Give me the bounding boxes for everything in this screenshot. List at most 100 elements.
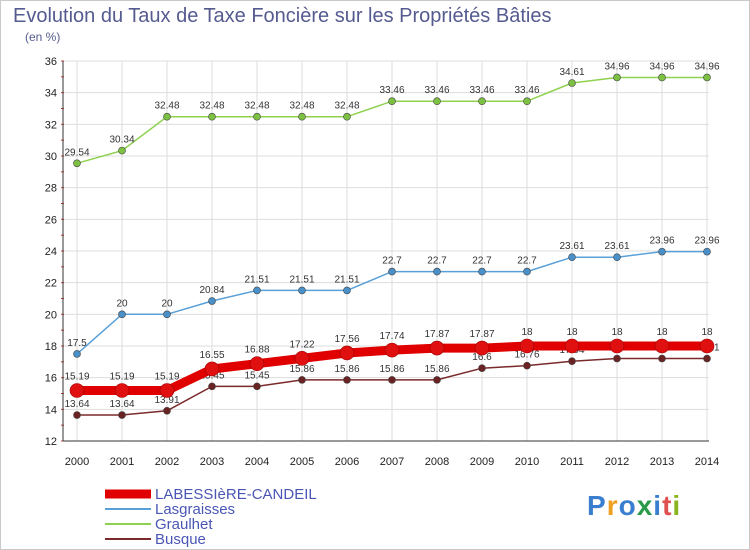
- data-point: [298, 286, 306, 295]
- data-label: 30.34: [109, 135, 134, 146]
- proxiti-logo: Proxiti: [587, 490, 681, 522]
- logo-letter: i: [653, 490, 663, 521]
- data-point: [73, 159, 81, 168]
- data-label: 18: [611, 327, 623, 338]
- data-point: [658, 247, 666, 256]
- data-point: [523, 267, 531, 276]
- data-label: 17.87: [424, 329, 449, 340]
- data-point: [703, 354, 711, 363]
- y-tick-label: 24: [45, 246, 57, 258]
- x-tick-label: 2013: [650, 456, 674, 468]
- legend-label: Graulhet: [155, 516, 213, 533]
- data-label: 22.7: [382, 256, 402, 267]
- y-tick-label: 26: [45, 214, 57, 226]
- data-point: [253, 382, 261, 391]
- x-tick-label: 2012: [605, 456, 629, 468]
- data-point: [208, 382, 216, 391]
- data-label: 17.56: [334, 334, 359, 345]
- x-tick-label: 2006: [335, 456, 359, 468]
- data-point: [388, 97, 396, 106]
- data-point: [298, 376, 306, 384]
- data-point: [159, 383, 175, 398]
- data-point: [163, 310, 171, 319]
- data-point: [339, 345, 355, 361]
- data-point: [294, 351, 310, 366]
- data-label: 32.48: [154, 101, 179, 112]
- logo-letter: t: [662, 490, 673, 521]
- data-label: 18: [701, 327, 713, 338]
- data-label: 21.51: [289, 274, 314, 285]
- y-tick-label: 12: [45, 436, 57, 448]
- data-point: [613, 253, 621, 261]
- x-tick-label: 2003: [200, 456, 224, 468]
- data-label: 15.19: [154, 371, 179, 382]
- data-label: 18: [656, 327, 668, 338]
- y-tick-label: 30: [45, 151, 57, 163]
- data-label: 17.87: [469, 329, 494, 340]
- data-point: [654, 338, 670, 354]
- logo-letter: o: [618, 490, 637, 521]
- data-label: 15.19: [109, 371, 134, 382]
- data-point: [163, 112, 171, 121]
- logo-letter: i: [672, 490, 682, 521]
- data-label: 33.46: [379, 85, 404, 96]
- x-tick-label: 2008: [425, 456, 449, 468]
- data-point: [298, 112, 306, 121]
- data-point: [253, 286, 261, 295]
- data-label: 34.96: [694, 61, 719, 72]
- logo-letter: P: [587, 490, 607, 521]
- x-tick-label: 2009: [470, 456, 494, 468]
- data-point: [568, 357, 576, 366]
- data-label: 15.86: [424, 364, 449, 375]
- data-label: 32.48: [244, 101, 269, 112]
- data-label: 18: [566, 327, 578, 338]
- data-point: [613, 73, 621, 82]
- data-point: [699, 338, 715, 354]
- data-label: 13.91: [154, 395, 179, 406]
- data-point: [388, 267, 396, 276]
- x-tick-label: 2007: [380, 456, 404, 468]
- data-label: 23.61: [559, 241, 584, 252]
- data-label: 15.86: [334, 364, 359, 375]
- data-point: [658, 73, 666, 82]
- x-tick-label: 2002: [155, 456, 179, 468]
- data-label: 34.96: [649, 61, 674, 72]
- data-label: 20: [161, 298, 173, 309]
- data-label: 22.7: [427, 256, 447, 267]
- data-point: [613, 354, 621, 363]
- data-point: [609, 338, 625, 354]
- y-tick-label: 14: [45, 404, 57, 416]
- y-tick-label: 28: [45, 183, 57, 195]
- data-label: 29.54: [64, 147, 89, 158]
- data-point: [568, 253, 576, 261]
- data-label: 13.64: [64, 399, 89, 410]
- data-point: [73, 350, 81, 358]
- data-label: 16.6: [472, 352, 492, 363]
- data-label: 21.51: [334, 274, 359, 285]
- data-label: 16.76: [514, 350, 539, 361]
- data-label: 20: [116, 298, 128, 309]
- y-tick-label: 34: [45, 88, 57, 100]
- data-label: 34.61: [559, 67, 584, 78]
- data-point: [474, 340, 490, 356]
- data-point: [343, 286, 351, 295]
- data-point: [658, 354, 666, 363]
- logo-letter: x: [636, 490, 654, 521]
- data-label: 33.46: [424, 85, 449, 96]
- data-point: [478, 97, 486, 106]
- data-point: [118, 411, 126, 419]
- data-label: 16.55: [199, 350, 224, 361]
- data-label: 13.64: [109, 399, 134, 410]
- data-label: 34.96: [604, 61, 629, 72]
- data-label: 22.7: [472, 256, 492, 267]
- data-label: 32.48: [289, 101, 314, 112]
- data-label: 21.51: [244, 274, 269, 285]
- y-tick-label: 20: [45, 309, 57, 321]
- data-point: [433, 376, 441, 384]
- data-label: 32.48: [334, 101, 359, 112]
- y-tick-label: 32: [45, 119, 57, 131]
- x-tick-label: 2001: [110, 456, 134, 468]
- data-point: [69, 383, 85, 398]
- data-point: [118, 146, 126, 155]
- y-tick-label: 16: [45, 373, 57, 385]
